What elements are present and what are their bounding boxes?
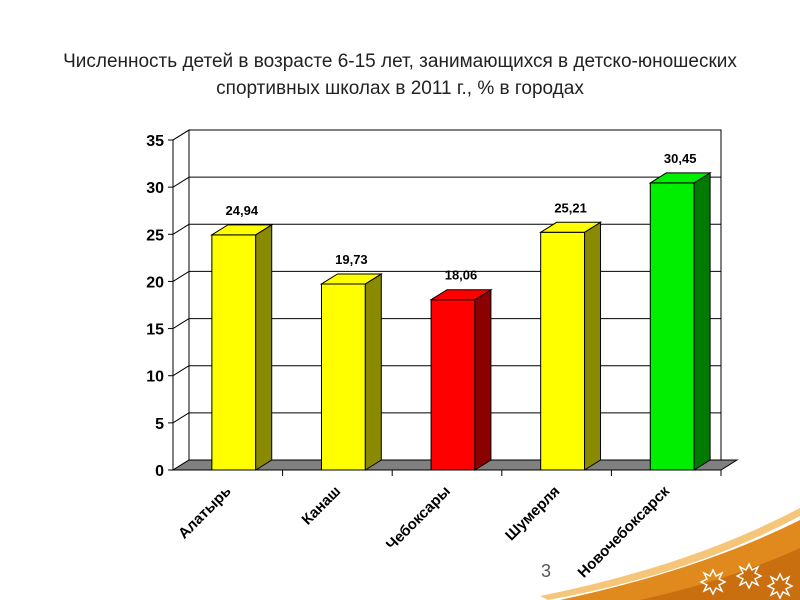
bars — [210, 171, 712, 471]
data-label: 30,45 — [664, 151, 697, 166]
y-tick-label: 25 — [146, 227, 164, 244]
gridline-side — [172, 129, 190, 141]
data-label: 18,06 — [445, 268, 478, 283]
y-tick-label: 20 — [146, 274, 164, 291]
bar-top — [319, 273, 384, 285]
y-tick-label: 15 — [146, 322, 164, 339]
chart-title: Численность детей в возрасте 6-15 лет, з… — [63, 51, 737, 99]
bar-5 — [648, 171, 712, 471]
slide-number: 3 — [541, 561, 552, 581]
bar-top — [210, 224, 274, 236]
y-tick-label: 0 — [155, 463, 164, 480]
data-labels: 24,94 19,73 18,06 25,21 30,45 — [226, 151, 697, 283]
bar-top — [538, 221, 603, 233]
y-axis: 0 5 10 15 20 25 30 35 — [146, 133, 174, 480]
data-label: 25,21 — [554, 200, 587, 215]
gridline-side — [172, 271, 190, 282]
y-tick-label: 35 — [146, 133, 164, 150]
y-tick-label: 5 — [155, 416, 164, 433]
bar-1 — [210, 223, 274, 471]
gridline-side — [172, 412, 190, 424]
bar-top — [429, 289, 493, 301]
y-tick-label: 30 — [146, 180, 164, 197]
bar-front — [649, 182, 695, 471]
bar-front — [430, 299, 476, 471]
bar-front — [540, 231, 586, 471]
gridline-side — [172, 318, 190, 329]
bar-top — [648, 172, 712, 184]
bar-4 — [538, 221, 603, 471]
gridline-side — [172, 365, 190, 377]
gridline-side — [172, 223, 190, 235]
data-label: 19,73 — [335, 252, 368, 267]
bar-3 — [429, 288, 493, 471]
data-label: 24,94 — [226, 203, 259, 218]
y-tick-label: 10 — [146, 369, 164, 386]
bar-2 — [319, 273, 384, 471]
gridline-side — [172, 176, 190, 188]
